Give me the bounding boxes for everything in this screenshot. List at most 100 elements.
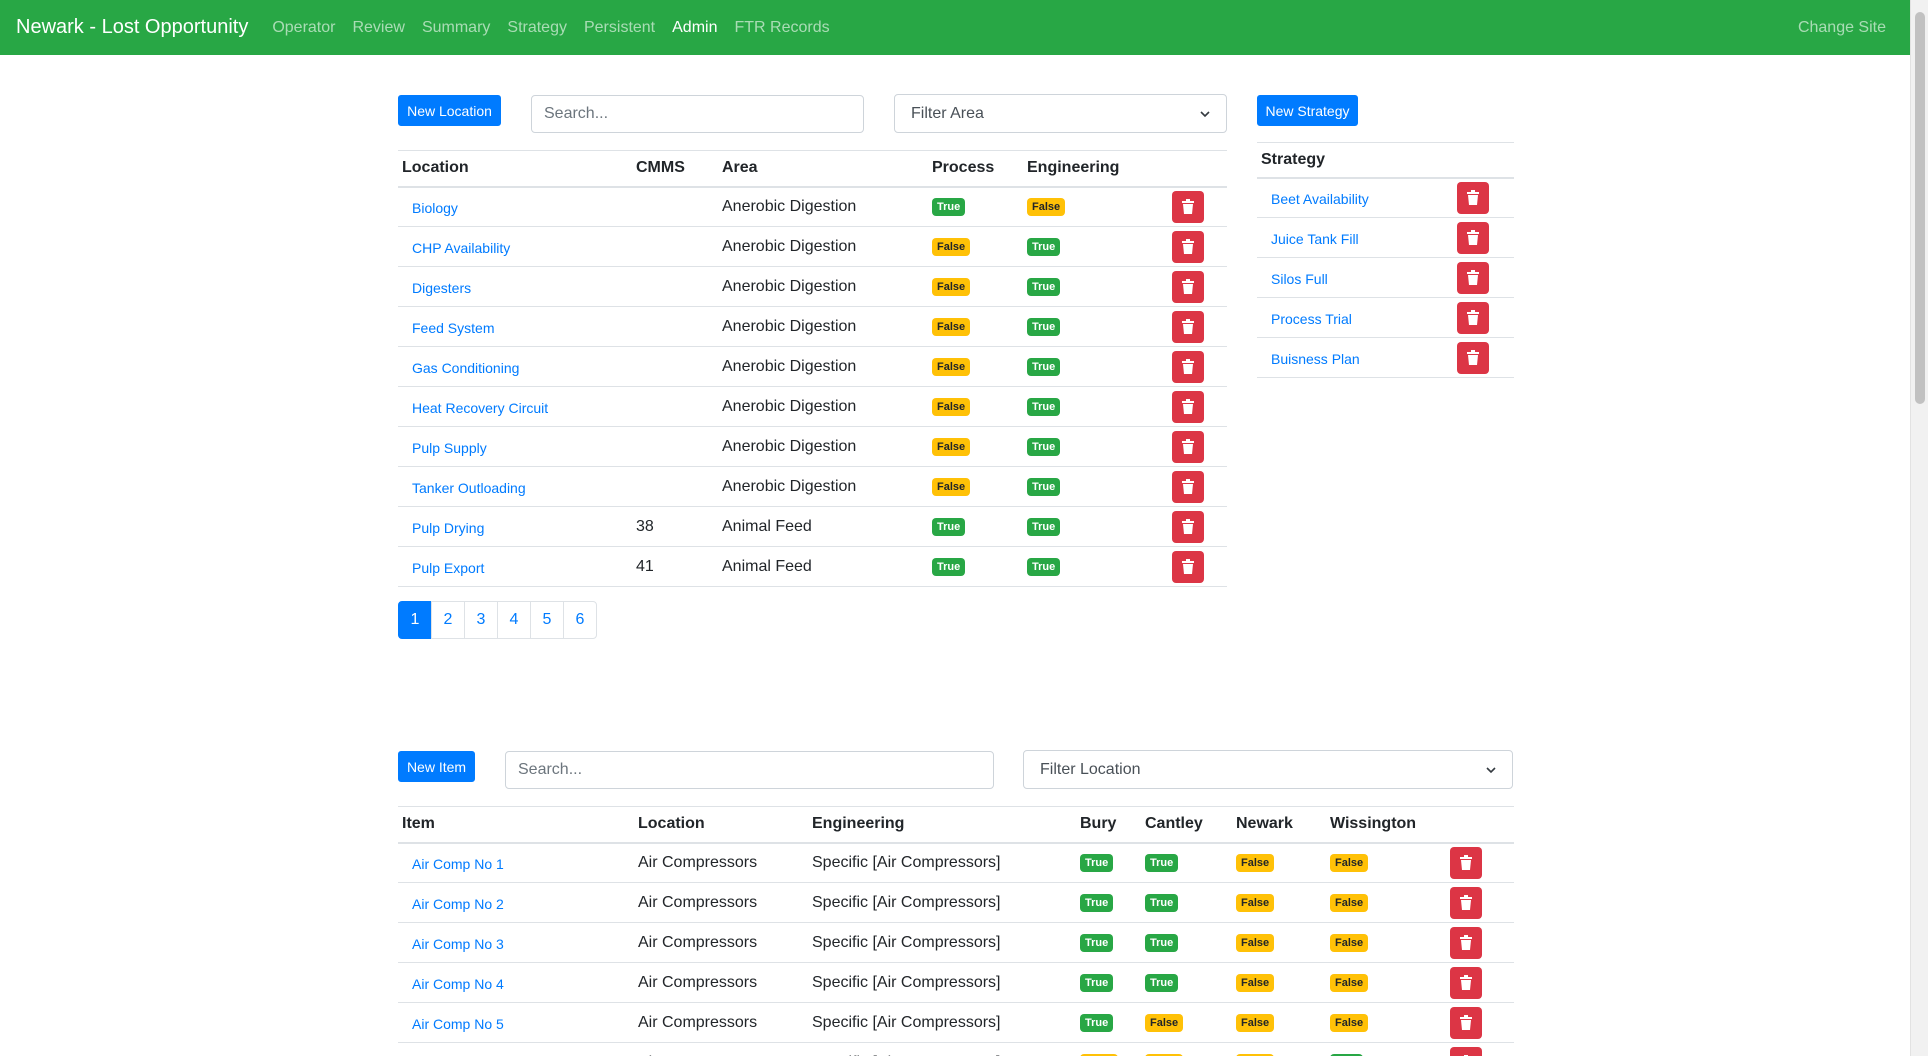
location-link[interactable]: Gas Conditioning: [412, 359, 520, 376]
location-link[interactable]: CHP Availability: [412, 239, 511, 256]
delete-item-button[interactable]: [1450, 966, 1482, 999]
filter-location-label: Filter Location: [1040, 760, 1141, 778]
nav-ftr-records[interactable]: FTR Records: [734, 18, 830, 36]
page-4-button[interactable]: 4: [497, 601, 531, 639]
strategy-link[interactable]: Buisness Plan: [1271, 350, 1360, 367]
delete-location-button[interactable]: [1172, 270, 1204, 303]
process-badge: False: [932, 238, 971, 256]
delete-location-button[interactable]: [1172, 350, 1204, 383]
change-site-link[interactable]: Change Site: [1797, 18, 1886, 36]
cmms-cell: 38: [632, 506, 718, 547]
page-6-button[interactable]: 6: [563, 601, 597, 639]
delete-location-button[interactable]: [1172, 190, 1204, 223]
brand-title[interactable]: Newark - Lost Opportunity: [16, 16, 249, 38]
nav-persistent[interactable]: Persistent: [583, 18, 656, 36]
process-badge: False: [932, 478, 971, 496]
delete-strategy-button[interactable]: [1457, 221, 1489, 254]
delete-location-button[interactable]: [1172, 230, 1204, 263]
delete-strategy-button[interactable]: [1457, 261, 1489, 294]
delete-item-button[interactable]: [1450, 886, 1482, 919]
page-1-button[interactable]: 1: [398, 601, 432, 639]
item-location-cell: Air Compressors: [634, 1002, 808, 1043]
delete-location-button[interactable]: [1172, 550, 1204, 583]
location-name-cell: Pulp Export: [398, 546, 632, 587]
process-cell: False: [928, 386, 1023, 427]
filter-location-select[interactable]: Filter Location: [1023, 750, 1513, 789]
nav-summary[interactable]: Summary: [421, 18, 491, 36]
filter-area-select[interactable]: Filter Area: [894, 94, 1227, 133]
strategy-row: Process Trial: [1257, 297, 1514, 338]
cantley-badge: True: [1145, 894, 1179, 912]
delete-location-button[interactable]: [1172, 310, 1204, 343]
new-item-button[interactable]: New Item: [398, 751, 475, 782]
page-2-button[interactable]: 2: [431, 601, 465, 639]
cmms-cell: [632, 346, 718, 387]
page-3-button[interactable]: 3: [464, 601, 498, 639]
strategy-link[interactable]: Beet Availability: [1271, 190, 1369, 207]
page-5-button[interactable]: 5: [530, 601, 564, 639]
item-search-input[interactable]: Search...: [505, 751, 994, 789]
delete-strategy-button[interactable]: [1457, 301, 1489, 334]
item-link[interactable]: Air Comp No 2: [412, 895, 504, 912]
new-strategy-button[interactable]: New Strategy: [1257, 95, 1358, 126]
strategy-name-cell: Silos Full: [1257, 257, 1453, 298]
strategy-link[interactable]: Juice Tank Fill: [1271, 230, 1359, 247]
delete-strategy-button[interactable]: [1457, 341, 1489, 374]
col-cmms: CMMS: [632, 150, 718, 188]
bury-cell: True: [1076, 842, 1141, 883]
actions-cell: [1168, 506, 1227, 547]
delete-item-button[interactable]: [1450, 1046, 1482, 1056]
delete-location-button[interactable]: [1172, 390, 1204, 423]
location-link[interactable]: Pulp Supply: [412, 439, 487, 456]
nav-operator[interactable]: Operator: [272, 18, 336, 36]
nav-review[interactable]: Review: [352, 18, 405, 36]
new-location-button[interactable]: New Location: [398, 95, 501, 126]
location-link[interactable]: Pulp Export: [412, 559, 485, 576]
newark-badge: False: [1236, 894, 1275, 912]
location-link[interactable]: Feed System: [412, 319, 495, 336]
cantley-badge: True: [1145, 974, 1179, 992]
strategy-link[interactable]: Process Trial: [1271, 310, 1352, 327]
trash-icon: [1181, 318, 1195, 335]
location-link[interactable]: Tanker Outloading: [412, 479, 526, 496]
actions-cell: [1168, 426, 1227, 467]
bury-badge: True: [1080, 854, 1114, 873]
wissington-cell: False: [1326, 962, 1446, 1003]
wissington-cell: True: [1326, 1042, 1446, 1056]
delete-item-button[interactable]: [1450, 846, 1482, 879]
item-link[interactable]: Air Comp No 4: [412, 975, 504, 992]
item-link[interactable]: Air Comp No 5: [412, 1015, 504, 1032]
location-name-cell: Heat Recovery Circuit: [398, 386, 632, 427]
location-link[interactable]: Biology: [412, 199, 458, 216]
delete-strategy-button[interactable]: [1457, 181, 1489, 214]
page-scrollbar[interactable]: [1910, 0, 1928, 1056]
scrollbar-thumb[interactable]: [1915, 12, 1925, 404]
trash-icon: [1181, 358, 1195, 375]
process-badge: False: [932, 398, 971, 416]
item-link[interactable]: Air Comp No 3: [412, 935, 504, 952]
location-link[interactable]: Pulp Drying: [412, 519, 485, 536]
nav-admin[interactable]: Admin: [672, 18, 718, 36]
strategy-row: Beet Availability: [1257, 177, 1514, 218]
engineering-badge: True: [1027, 478, 1061, 496]
wissington-badge: False: [1330, 894, 1369, 912]
col-cantley: Cantley: [1141, 806, 1232, 844]
bury-badge: True: [1080, 894, 1114, 912]
strategy-link[interactable]: Silos Full: [1271, 270, 1328, 287]
location-link[interactable]: Heat Recovery Circuit: [412, 399, 549, 416]
col-engineering: Engineering: [1023, 150, 1168, 188]
delete-location-button[interactable]: [1172, 430, 1204, 463]
location-search-input[interactable]: Search...: [531, 95, 864, 133]
engineering-cell: False: [1023, 186, 1168, 227]
delete-location-button[interactable]: [1172, 470, 1204, 503]
item-link[interactable]: Air Comp No 1: [412, 855, 504, 872]
item-row: Air Comp No 3 Air Compressors Specific [Ai…: [398, 922, 1514, 963]
delete-item-button[interactable]: [1450, 1006, 1482, 1039]
cantley-badge: True: [1145, 934, 1179, 952]
trash-icon: [1181, 518, 1195, 535]
nav-strategy[interactable]: Strategy: [507, 18, 567, 36]
items-table-body: Air Comp No 1 Air Compressors Specific [Ai…: [398, 842, 1514, 1056]
location-link[interactable]: Digesters: [412, 279, 472, 296]
delete-item-button[interactable]: [1450, 926, 1482, 959]
delete-location-button[interactable]: [1172, 510, 1204, 543]
